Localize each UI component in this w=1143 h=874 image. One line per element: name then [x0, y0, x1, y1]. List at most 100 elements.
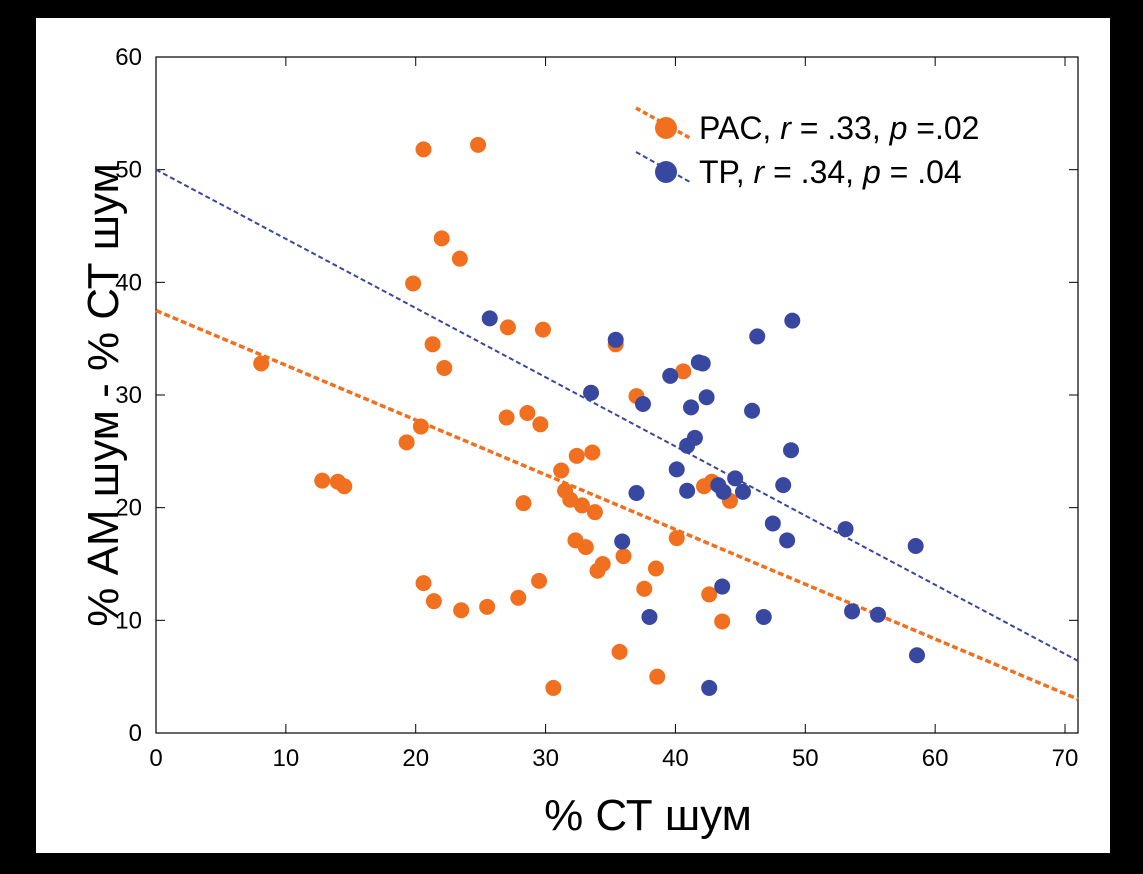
pac-point: [568, 447, 585, 464]
pac-point: [415, 575, 432, 592]
x-tick-label: 50: [792, 745, 819, 772]
tp-legend-label: TP, r = .34, p = .04: [699, 154, 962, 190]
pac-point: [573, 497, 590, 514]
pac-point: [636, 580, 653, 597]
pac-legend-line: [635, 106, 691, 140]
tp-legend-part: = .34,: [764, 154, 863, 190]
pac-point: [412, 418, 429, 435]
pac-point: [675, 363, 692, 380]
pac-point: [398, 434, 415, 451]
tp-point: [641, 608, 658, 625]
pac-point: [545, 679, 562, 696]
pac-legend-label: PAC, r = .33, p =.02: [699, 110, 979, 146]
tp-point: [755, 608, 772, 625]
tp-legend-part: p: [862, 154, 881, 190]
pac-legend-part: PAC,: [699, 110, 780, 146]
x-axis-title: % СТ шум: [544, 791, 752, 840]
scatter-chart: 0 10 20 30 40 50 60 70 0 10 20 30 40 50 60 PAC, r = .33…: [79, 44, 1079, 840]
y-tick-label: 10: [115, 607, 142, 634]
pac-legend-part: p: [889, 110, 908, 146]
figure-frame: 0 10 20 30 40 50 60 70 0 10 20 30 40 50 60 PAC, r = .33…: [36, 18, 1110, 853]
pac-point: [531, 572, 548, 589]
pac-point: [649, 668, 666, 685]
tp-point: [698, 389, 715, 406]
y-axis-title-group: % АМ шум - % СТ шум: [79, 163, 128, 627]
pac-point: [453, 602, 470, 619]
plot-area: 0 10 20 30 40 50 60 70 0 10 20 30 40 50 60 PAC, r = .33…: [115, 44, 1079, 772]
pac-point: [424, 336, 441, 353]
tp-point: [764, 515, 781, 532]
tp-point: [668, 461, 685, 478]
legend: PAC, r = .33, p =.02 TP, r = .34, p = .04: [635, 106, 979, 190]
pac-point: [586, 504, 603, 521]
tp-point: [775, 477, 792, 494]
tp-point: [727, 470, 744, 487]
tp-point: [634, 396, 651, 413]
y-axis: 0 10 20 30 40 50 60: [115, 44, 1078, 747]
tp-point: [784, 312, 801, 329]
pac-point: [436, 359, 453, 376]
tp-trendline: [155, 168, 1079, 662]
pac-point: [534, 321, 551, 338]
y-tick-label: 0: [129, 720, 142, 747]
pac-point: [470, 136, 487, 153]
pac-legend-part: =.02: [907, 110, 979, 146]
tp-point: [779, 532, 796, 549]
pac-point: [519, 405, 536, 422]
tp-legend-line: [635, 151, 691, 183]
x-axis: 0 10 20 30 40 50 60 70: [149, 57, 1078, 772]
pac-point: [425, 593, 442, 610]
pac-point: [253, 355, 270, 372]
pac-legend-marker: [655, 117, 677, 139]
tp-point: [844, 603, 861, 620]
tp-point: [583, 384, 600, 401]
tp-point: [908, 647, 925, 664]
tp-legend-marker: [655, 161, 677, 183]
y-tick-label: 60: [115, 44, 142, 71]
pac-legend-part: r: [780, 110, 792, 146]
tp-legend-part: = .04: [881, 154, 962, 190]
pac-point: [314, 472, 331, 489]
y-tick-label: 20: [115, 495, 142, 522]
x-tick-label: 70: [1052, 745, 1079, 772]
y-tick-label: 50: [115, 157, 142, 184]
pac-legend-part: = .33,: [791, 110, 890, 146]
pac-point: [594, 556, 611, 572]
tp-point: [679, 482, 696, 499]
tp-legend-part: r: [754, 154, 766, 190]
tp-point: [686, 429, 703, 446]
pac-point: [647, 560, 664, 577]
pac-series: [253, 136, 738, 696]
pac-point: [405, 275, 422, 292]
tp-point: [749, 328, 766, 345]
tp-legend-part: TP,: [699, 154, 754, 190]
pac-point: [479, 598, 496, 615]
tp-point: [715, 483, 732, 500]
pac-point: [701, 586, 718, 603]
pac-point: [584, 444, 601, 461]
y-tick-label: 30: [115, 382, 142, 409]
tp-point: [837, 521, 854, 538]
pac-point: [433, 230, 450, 247]
tp-point: [907, 537, 924, 554]
pac-point: [336, 478, 353, 495]
tp-point: [734, 483, 751, 500]
pac-point: [714, 613, 731, 630]
x-tick-label: 10: [273, 745, 300, 772]
tp-point: [783, 442, 800, 459]
x-tick-label: 60: [922, 745, 949, 772]
pac-point: [510, 589, 527, 606]
y-tick-label: 40: [115, 269, 142, 296]
tp-point: [744, 402, 761, 419]
tp-point: [607, 331, 624, 348]
x-tick-label: 30: [532, 745, 559, 772]
tp-point: [714, 578, 731, 595]
tp-point: [614, 533, 631, 550]
tp-point: [662, 367, 679, 384]
x-tick-label: 0: [149, 745, 162, 772]
pac-trendline: [155, 308, 1079, 701]
pac-point: [668, 530, 685, 547]
tp-point: [694, 355, 711, 372]
tp-series: [481, 310, 925, 696]
pac-point: [532, 416, 549, 433]
